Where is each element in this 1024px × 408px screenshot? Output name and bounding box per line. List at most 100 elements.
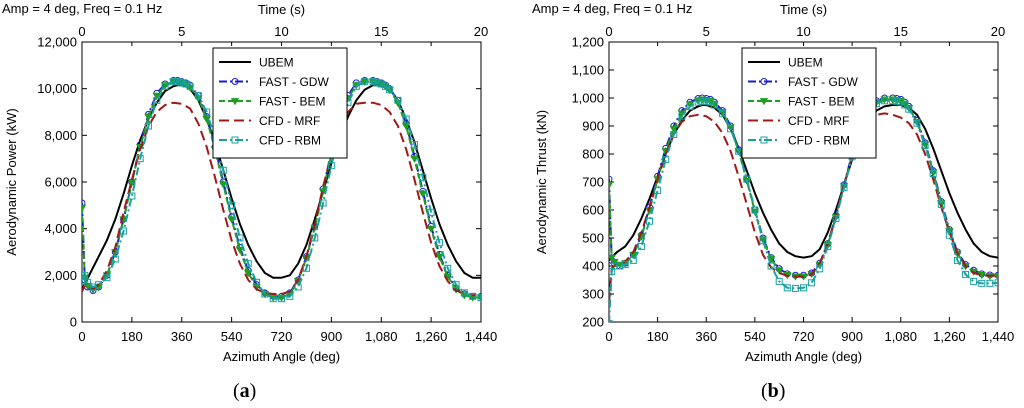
chart-a-x2-tick-label: 5 <box>178 24 185 39</box>
chart-b-x-tick-label: 900 <box>841 329 863 344</box>
chart-a-series-fast-bem-point <box>401 123 411 131</box>
chart-a-series-cfd-rbm-point <box>84 278 92 286</box>
chart-a-series-cfd-rbm-point <box>194 92 202 100</box>
chart-b-series-cfd-rbm-point <box>621 261 629 269</box>
chart-b-series-cfd-rbm-point <box>759 237 767 245</box>
chart-a-series-cfd-rbm-point <box>136 155 144 163</box>
caption-b-close: ) <box>778 380 786 402</box>
chart-a-series-cfd-rbm-point <box>174 78 182 86</box>
chart-a-x-axis-title: Azimuth Angle (deg) <box>223 349 340 364</box>
chart-b-legend-label-ubem: UBEM <box>788 56 823 70</box>
chart-a-x-tick-label: 540 <box>221 329 243 344</box>
chart-b-legend-label-fast-bem: FAST - BEM <box>788 95 854 109</box>
chart-a-series-fast-bem-point <box>435 253 444 261</box>
chart-a-series-cfd-rbm-point <box>311 234 319 242</box>
chart-b-series-cfd-rbm-point <box>978 279 986 287</box>
chart-b-series-fast-bem-point <box>609 181 614 190</box>
chart-a-series-cfd-rbm-point <box>352 82 360 90</box>
chart-a-x2-tick-label: 0 <box>78 24 85 39</box>
chart-b-series-fast-bem-point <box>920 141 930 149</box>
chart-a-series-group <box>82 77 481 303</box>
chart-a-series-cfd-rbm-point <box>386 86 394 94</box>
chart-b-series-cfd-rbm-point <box>945 231 953 239</box>
chart-b-y-tick-label: 800 <box>582 147 604 162</box>
chart-a-series-cfd-rbm-point <box>427 208 435 216</box>
caption-a: (a) <box>233 380 256 403</box>
chart-a-series-cfd-rbm-point <box>286 292 294 300</box>
chart-a-series-cfd-rbm-point <box>377 80 385 88</box>
chart-a-series-cfd-rbm-point <box>444 264 452 272</box>
caption-a-close: ) <box>249 380 257 402</box>
chart-b-series-cfd-rbm-point <box>662 156 670 164</box>
chart-a-series-fast-bem-point <box>160 82 170 90</box>
chart-a-series-cfd-rbm-point <box>435 239 443 247</box>
chart-a-series-cfd-rbm-point <box>111 255 119 263</box>
chart-b-series-cfd-rbm-point <box>646 217 654 225</box>
chart-b-series-fast-bem-point <box>726 124 735 132</box>
chart-a-series-cfd-rbm-point <box>411 141 418 149</box>
chart-b-series-cfd-rbm-point <box>698 97 706 105</box>
chart-b-series-cfd-rbm-point <box>962 270 970 278</box>
chart-a-series-fast-bem-point <box>219 181 228 189</box>
chart-b-series-cfd-mrf-line <box>609 112 998 303</box>
chart-a-series-cfd-rbm-point <box>373 79 381 87</box>
chart-panel-b: Amp = 4 deg, Freq = 0.1 Hz Time (s) 0 180 36… <box>532 1 1014 364</box>
chart-a-series-cfd-rbm-point <box>236 234 244 242</box>
chart-a-x-tick-label: 1,080 <box>365 329 398 344</box>
chart-b-legend-marker-fast-gdw <box>760 78 768 85</box>
chart-a-series-cfd-rbm-point <box>203 108 211 116</box>
chart-b-series-cfd-rbm-point <box>889 97 897 105</box>
chart-a-series-cfd-rbm-point <box>394 96 402 104</box>
chart-b-series-cfd-rbm-point <box>832 214 840 222</box>
chart-b-x2-tick-label: 10 <box>796 24 810 39</box>
caption-a-open: ( <box>233 380 240 402</box>
chart-b-y-axis-title: Aerodynamic Thrust (kN) <box>534 110 549 254</box>
chart-b-x-tick-label: 1,260 <box>933 329 966 344</box>
chart-a-x-tick-label: 1,260 <box>415 329 448 344</box>
chart-a-series-fast-bem-point <box>144 113 153 121</box>
chart-a-series-cfd-rbm-point <box>219 166 227 174</box>
chart-b-series-cfd-rbm-point <box>953 256 961 264</box>
chart-a-series-cfd-rbm-point <box>460 289 468 297</box>
chart-b-series-cfd-rbm-point <box>937 200 945 208</box>
chart-panel-a: Amp = 4 deg, Freq = 0.1 Hz Time (s) 0 180 36… <box>2 1 497 364</box>
chart-a-series-cfd-rbm-point <box>294 283 302 291</box>
chart-b-header: Amp = 4 deg, Freq = 0.1 Hz <box>532 1 692 16</box>
chart-b-series-cfd-rbm-point <box>686 102 694 110</box>
chart-a-series-fast-bem-point <box>244 270 253 278</box>
chart-a-series-cfd-rbm-point <box>153 96 161 104</box>
chart-b-series-cfd-rbm-point <box>800 284 807 292</box>
chart-b-x-tick-label: 1,080 <box>884 329 917 344</box>
chart-b-series-cfd-rbm-point <box>986 279 994 287</box>
chart-b-y-tick-label: 600 <box>582 203 604 218</box>
chart-a-series-cfd-rbm-point <box>327 162 335 170</box>
chart-a-legend-label-fast-gdw: FAST - GDW <box>259 75 329 89</box>
chart-b-x-tick-label: 1,440 <box>982 329 1015 344</box>
chart-a-series-fast-bem-point <box>426 225 436 233</box>
chart-a-series-cfd-rbm-point <box>278 295 285 303</box>
chart-a-y-tick-label: 6,000 <box>44 175 77 190</box>
chart-a-series-fast-bem-point <box>418 190 428 198</box>
chart-a-series-cfd-rbm-point <box>261 290 269 298</box>
chart-b-series-cfd-rbm-point <box>710 101 718 109</box>
chart-a-series-fast-bem-point <box>227 216 236 224</box>
chart-a-series-cfd-rbm-point <box>169 78 177 86</box>
chart-b-series-cfd-rbm-point <box>670 130 678 138</box>
chart-a-y-tick-label: 10,000 <box>37 81 77 96</box>
chart-a-series-cfd-rbm-point <box>95 281 103 289</box>
chart-a-series-cfd-rbm-point <box>244 260 252 268</box>
chart-b-series-fast-bem-point <box>774 267 784 275</box>
chart-b-y-tick-label: 500 <box>582 231 604 246</box>
chart-a-x2-tick-label: 20 <box>474 24 488 39</box>
chart-b-series-fast-bem-point <box>993 273 998 281</box>
chart-b-series-cfd-rbm-point <box>727 125 735 133</box>
chart-a-legend-label-fast-bem: FAST - BEM <box>259 95 325 109</box>
chart-b-y-tick-label: 300 <box>582 287 604 302</box>
chart-b-series-group <box>609 94 998 322</box>
chart-b-series-cfd-rbm-point <box>616 262 624 270</box>
chart-b-series-cfd-rbm-point <box>816 265 824 273</box>
chart-a-series-cfd-rbm-point <box>477 294 481 301</box>
chart-b-series-cfd-rbm-point <box>775 277 783 285</box>
chart-a-series-cfd-rbm-point <box>302 264 310 272</box>
